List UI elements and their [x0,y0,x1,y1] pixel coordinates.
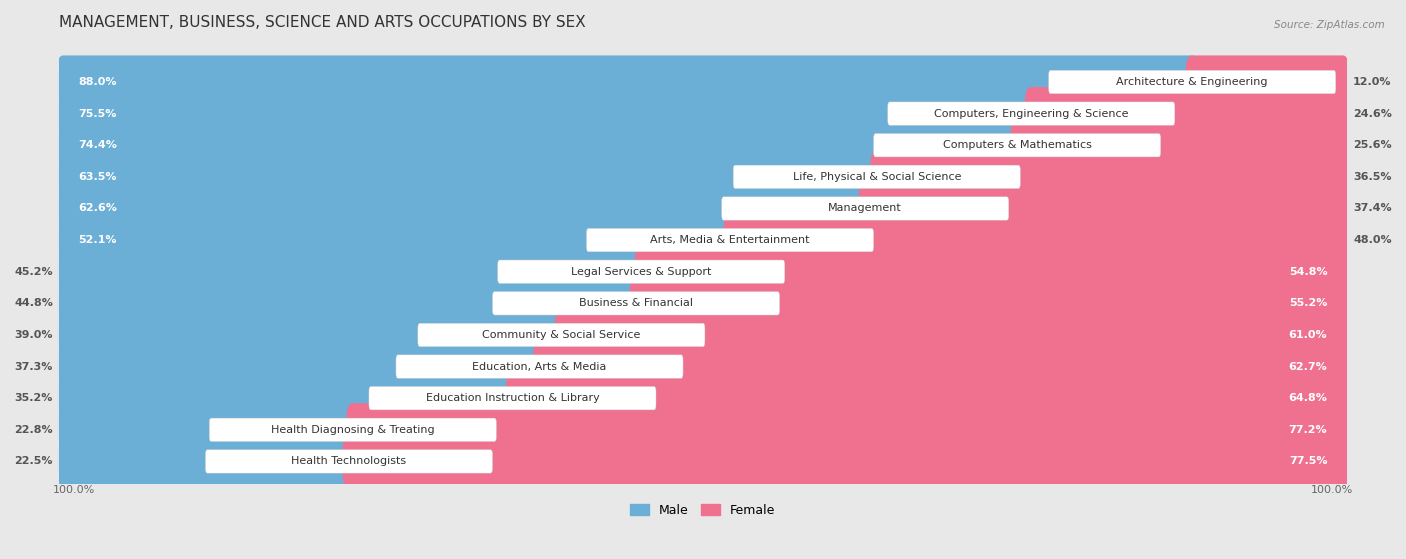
FancyBboxPatch shape [586,229,873,252]
FancyBboxPatch shape [59,323,1347,348]
FancyBboxPatch shape [1049,70,1336,94]
Text: Source: ZipAtlas.com: Source: ZipAtlas.com [1274,20,1385,30]
Text: 100.0%: 100.0% [1310,485,1353,495]
Text: Education, Arts & Media: Education, Arts & Media [472,362,607,372]
FancyBboxPatch shape [873,134,1161,157]
Text: Computers, Engineering & Science: Computers, Engineering & Science [934,108,1129,119]
FancyBboxPatch shape [59,354,1347,379]
FancyBboxPatch shape [870,150,1350,203]
Text: Health Diagnosing & Treating: Health Diagnosing & Treating [271,425,434,435]
FancyBboxPatch shape [209,418,496,442]
Text: 62.6%: 62.6% [79,203,118,214]
Text: 24.6%: 24.6% [1353,108,1392,119]
Text: 45.2%: 45.2% [14,267,53,277]
FancyBboxPatch shape [59,164,1347,190]
Text: Community & Social Service: Community & Social Service [482,330,641,340]
Text: Business & Financial: Business & Financial [579,299,693,309]
Text: 77.2%: 77.2% [1289,425,1327,435]
FancyBboxPatch shape [1025,87,1350,140]
FancyBboxPatch shape [492,292,779,315]
FancyBboxPatch shape [498,260,785,283]
Text: Health Technologists: Health Technologists [291,457,406,466]
FancyBboxPatch shape [724,214,1350,267]
FancyBboxPatch shape [1185,55,1350,108]
FancyBboxPatch shape [59,417,1347,443]
FancyBboxPatch shape [56,340,546,393]
FancyBboxPatch shape [734,165,1021,188]
FancyBboxPatch shape [59,69,1347,94]
Text: 48.0%: 48.0% [1353,235,1392,245]
FancyBboxPatch shape [59,228,1347,253]
FancyBboxPatch shape [343,435,1350,488]
Text: 61.0%: 61.0% [1289,330,1327,340]
Text: 52.1%: 52.1% [79,235,117,245]
FancyBboxPatch shape [634,245,1350,299]
Text: 77.5%: 77.5% [1289,457,1327,466]
Text: 55.2%: 55.2% [1289,299,1327,309]
Text: 37.4%: 37.4% [1353,203,1392,214]
FancyBboxPatch shape [59,449,1347,474]
FancyBboxPatch shape [887,102,1175,125]
FancyBboxPatch shape [56,87,1038,140]
Text: 44.8%: 44.8% [14,299,53,309]
FancyBboxPatch shape [205,450,492,473]
Text: 54.8%: 54.8% [1289,267,1327,277]
Text: 35.2%: 35.2% [14,393,53,403]
Text: 25.6%: 25.6% [1353,140,1392,150]
Text: 37.3%: 37.3% [14,362,53,372]
Text: Architecture & Engineering: Architecture & Engineering [1116,77,1268,87]
FancyBboxPatch shape [346,403,1350,456]
FancyBboxPatch shape [56,435,356,488]
Text: Life, Physical & Social Science: Life, Physical & Social Science [793,172,962,182]
Text: 36.5%: 36.5% [1353,172,1392,182]
FancyBboxPatch shape [859,182,1350,235]
Text: 39.0%: 39.0% [14,330,53,340]
FancyBboxPatch shape [56,119,1024,172]
FancyBboxPatch shape [56,372,519,425]
FancyBboxPatch shape [56,403,360,456]
FancyBboxPatch shape [396,355,683,378]
FancyBboxPatch shape [56,245,648,299]
Text: 88.0%: 88.0% [79,77,117,87]
FancyBboxPatch shape [555,309,1350,362]
Legend: Male, Female: Male, Female [630,504,776,517]
Text: 75.5%: 75.5% [79,108,117,119]
Text: Education Instruction & Library: Education Instruction & Library [426,393,599,403]
FancyBboxPatch shape [59,291,1347,316]
FancyBboxPatch shape [533,340,1350,393]
Text: Arts, Media & Entertainment: Arts, Media & Entertainment [651,235,810,245]
FancyBboxPatch shape [368,386,657,410]
FancyBboxPatch shape [59,196,1347,221]
FancyBboxPatch shape [721,197,1008,220]
Text: 64.8%: 64.8% [1288,393,1327,403]
FancyBboxPatch shape [56,309,568,362]
Text: Legal Services & Support: Legal Services & Support [571,267,711,277]
FancyBboxPatch shape [59,132,1347,158]
FancyBboxPatch shape [59,101,1347,126]
FancyBboxPatch shape [418,323,704,347]
FancyBboxPatch shape [506,372,1350,425]
FancyBboxPatch shape [59,386,1347,411]
FancyBboxPatch shape [59,259,1347,285]
Text: 100.0%: 100.0% [53,485,96,495]
Text: 74.4%: 74.4% [79,140,118,150]
FancyBboxPatch shape [56,277,643,330]
Text: Computers & Mathematics: Computers & Mathematics [942,140,1091,150]
Text: 12.0%: 12.0% [1353,77,1392,87]
FancyBboxPatch shape [56,214,737,267]
FancyBboxPatch shape [56,55,1199,108]
Text: 22.5%: 22.5% [14,457,53,466]
Text: 63.5%: 63.5% [79,172,117,182]
FancyBboxPatch shape [630,277,1350,330]
Text: 22.8%: 22.8% [14,425,53,435]
Text: MANAGEMENT, BUSINESS, SCIENCE AND ARTS OCCUPATIONS BY SEX: MANAGEMENT, BUSINESS, SCIENCE AND ARTS O… [59,15,586,30]
FancyBboxPatch shape [56,182,872,235]
FancyBboxPatch shape [1011,119,1350,172]
Text: 62.7%: 62.7% [1289,362,1327,372]
FancyBboxPatch shape [56,150,883,203]
Text: Management: Management [828,203,903,214]
